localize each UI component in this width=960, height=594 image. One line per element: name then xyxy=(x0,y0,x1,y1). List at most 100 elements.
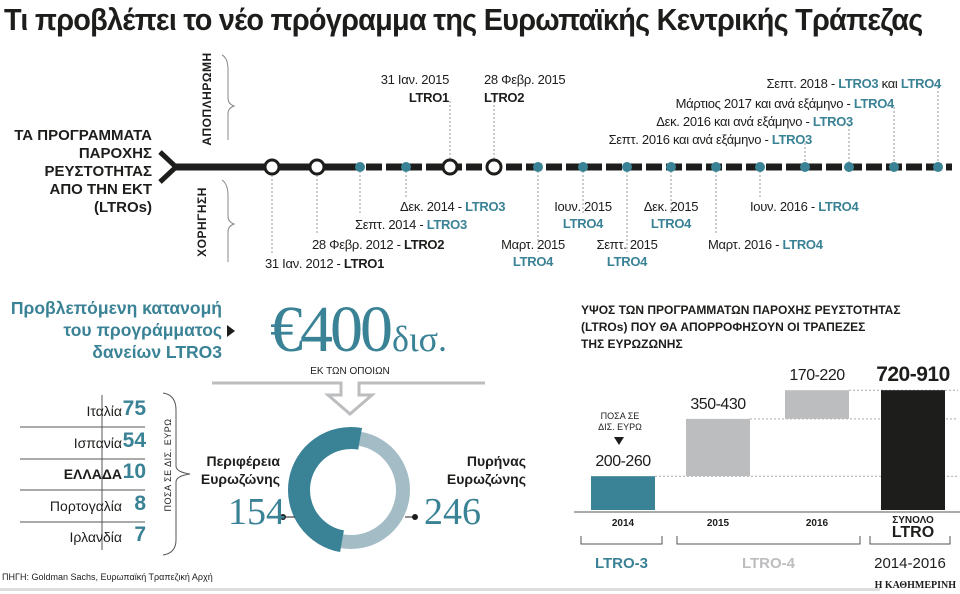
group-bracket-ltro4 xyxy=(676,536,861,545)
bar-2016 xyxy=(785,390,849,419)
donut-periphery-segment xyxy=(288,427,363,553)
ltro3-total-unit: δισ. xyxy=(392,319,448,359)
date-text: 31 Ιαν. 2012 - xyxy=(265,256,344,271)
group-label: LTRO-4 xyxy=(741,555,796,572)
timeline-label: LTRO1 xyxy=(409,90,449,105)
country-name: Ισπανία xyxy=(73,434,122,451)
periphery-value: 154 xyxy=(228,491,285,533)
date-text: Μαρτ. 2015 xyxy=(501,237,565,252)
timeline-label: Μαρτ. 2015 xyxy=(483,237,583,252)
group-bracket-ltro3 xyxy=(580,536,663,545)
program-code: LTRO3 xyxy=(838,76,879,91)
event-marker-dot xyxy=(933,162,943,172)
date-text: Σεπτ. 2015 xyxy=(596,237,658,252)
date-text: Μάρτιος 2017 και ανά εξάμηνο - xyxy=(675,96,854,111)
ltro3-heading: Προβλεπόμενη κατανομή του προγράμματος δ… xyxy=(0,297,222,363)
group-bracket-total xyxy=(869,536,951,545)
timeline-label: 31 Ιαν. 2015 xyxy=(380,72,450,87)
timeline-label: Μαρτ. 2016 - LTRO4 xyxy=(708,237,823,252)
repayment-brace xyxy=(221,54,236,140)
country-row: Ισπανία 54 xyxy=(20,427,170,459)
event-marker-dot xyxy=(844,162,854,172)
program-code: LTRO4 xyxy=(818,199,859,214)
program-code: LTRO3 xyxy=(771,132,812,147)
program-code: LTRO4 xyxy=(650,216,692,231)
category-label: 2016 xyxy=(805,518,829,529)
side-label-line: ΑΠΟ ΤΗΝ ΕΚΤ xyxy=(49,181,153,198)
bar-value-label: 200-260 xyxy=(595,453,651,471)
chart-unit-note: ΠΟΣΑ ΣΕ ΔΙΣ. ΕΥΡΩ xyxy=(590,411,650,433)
date-text: Ιουν. 2015 xyxy=(554,199,612,214)
country-value: 7 xyxy=(134,523,146,547)
unit-line: ΠΟΣΑ ΣΕ xyxy=(600,411,640,421)
leader-dot xyxy=(412,514,418,520)
down-triangle-icon xyxy=(614,437,624,445)
of-which-label: ΕΚ ΤΩΝ ΟΠΟΙΩΝ xyxy=(310,366,390,377)
date-text: Σεπτ. 2018 - xyxy=(766,76,839,91)
event-marker-dot xyxy=(666,162,676,172)
event-marker-open xyxy=(485,158,503,176)
country-value: 75 xyxy=(122,397,146,420)
program-code: LTRO4 xyxy=(606,254,648,269)
category-label: 2015 xyxy=(706,518,730,529)
country-value: 54 xyxy=(122,428,146,452)
bar-value-label: 720-910 xyxy=(876,363,950,387)
label-line: Πυρήνας xyxy=(466,453,526,469)
program-code: LTRO3 xyxy=(426,217,467,232)
program-code: LTRO1 xyxy=(343,256,385,271)
label-line: Περιφέρεια xyxy=(206,453,280,469)
country-name: Ιρλανδία xyxy=(69,529,122,546)
timeline-label: LTRO4 xyxy=(621,216,721,231)
leader-dot xyxy=(280,514,286,520)
timeline-label: Δεκ. 2015 xyxy=(621,199,721,214)
timeline-label: Σεπτ. 2016 και ανά εξάμηνο - LTRO3 xyxy=(609,132,813,147)
timeline-side-label: ΤΑ ΠΡΟΓΡΑΜΜΑΤΑ ΠΑΡΟΧΗΣ ΡΕΥΣΤΟΤΗΤΑΣ ΑΠΟ Τ… xyxy=(0,127,152,217)
timeline-label: LTRO2 xyxy=(484,90,524,105)
country-row: Ιταλία 75 xyxy=(20,395,170,427)
country-value: 8 xyxy=(134,491,146,515)
event-marker-dot xyxy=(533,162,543,172)
timeline-label: 28 Φεβρ. 2015 xyxy=(484,72,566,87)
country-row: Ιρλανδία 7 xyxy=(20,521,170,553)
bar-value-label: 350-430 xyxy=(690,395,746,413)
category-label: ΣΥΝΟΛΟ xyxy=(892,515,934,526)
heading-line: Προβλεπόμενη κατανομή xyxy=(10,298,222,318)
bar-ΣΥΝΟΛΟ xyxy=(881,390,945,510)
date-text: και xyxy=(878,76,901,91)
country-value: 10 xyxy=(122,460,146,484)
source-note: ΠΗΓΗ: Goldman Sachs, Ευρωπαϊκή Τραπεζική… xyxy=(2,572,213,582)
units-note: ΠΟΣΑ ΣΕ ΔΙΣ. ΕΥΡΩ xyxy=(163,418,173,512)
country-row: Πορτογαλία 8 xyxy=(20,490,170,522)
bar-2014 xyxy=(591,476,655,510)
program-code: LTRO3 xyxy=(465,199,506,214)
country-name: Ιταλία xyxy=(86,403,122,419)
down-arrow-icon xyxy=(212,381,485,416)
timeline-label: 28 Φεβρ. 2012 - LTRO2 xyxy=(312,237,444,252)
timeline-label: 31 Ιαν. 2012 - LTRO1 xyxy=(265,256,384,271)
event-marker-dot xyxy=(755,162,765,172)
donut-core-segment xyxy=(340,431,410,549)
event-marker-open xyxy=(308,158,326,176)
bar-value-label: 170-220 xyxy=(789,367,845,385)
event-marker-dot xyxy=(800,162,810,172)
program-code: LTRO4 xyxy=(782,237,823,252)
chart-title-line: ΤΗΣ ΕΥΡΩΖΩΝΗΣ xyxy=(581,337,683,351)
event-marker-dot xyxy=(401,162,411,172)
timeline-label: Ιουν. 2016 - LTRO4 xyxy=(750,199,859,214)
country-row: ΕΛΛΑΔΑ 10 xyxy=(20,458,170,490)
core-value: 246 xyxy=(424,491,481,533)
unit-line: ΔΙΣ. ΕΥΡΩ xyxy=(598,422,642,432)
program-code: LTRO4 xyxy=(853,96,894,111)
timeline-label: Σεπτ. 2015 xyxy=(577,237,677,252)
date-text: Δεκ. 2014 - xyxy=(400,199,466,214)
program-code: LTRO4 xyxy=(512,254,554,269)
date-text: 31 Ιαν. 2015 xyxy=(380,72,450,87)
timeline-label: Μάρτιος 2017 και ανά εξάμηνο - LTRO4 xyxy=(675,96,895,111)
timeline-label: Σεπτ. 2014 - LTRO3 xyxy=(355,217,467,232)
event-marker-open xyxy=(441,158,459,176)
program-code: LTRO4 xyxy=(900,76,941,91)
date-text: Σεπτ. 2014 - xyxy=(355,217,427,232)
country-name: ΕΛΛΑΔΑ xyxy=(63,466,122,483)
event-marker-dot xyxy=(355,162,365,172)
